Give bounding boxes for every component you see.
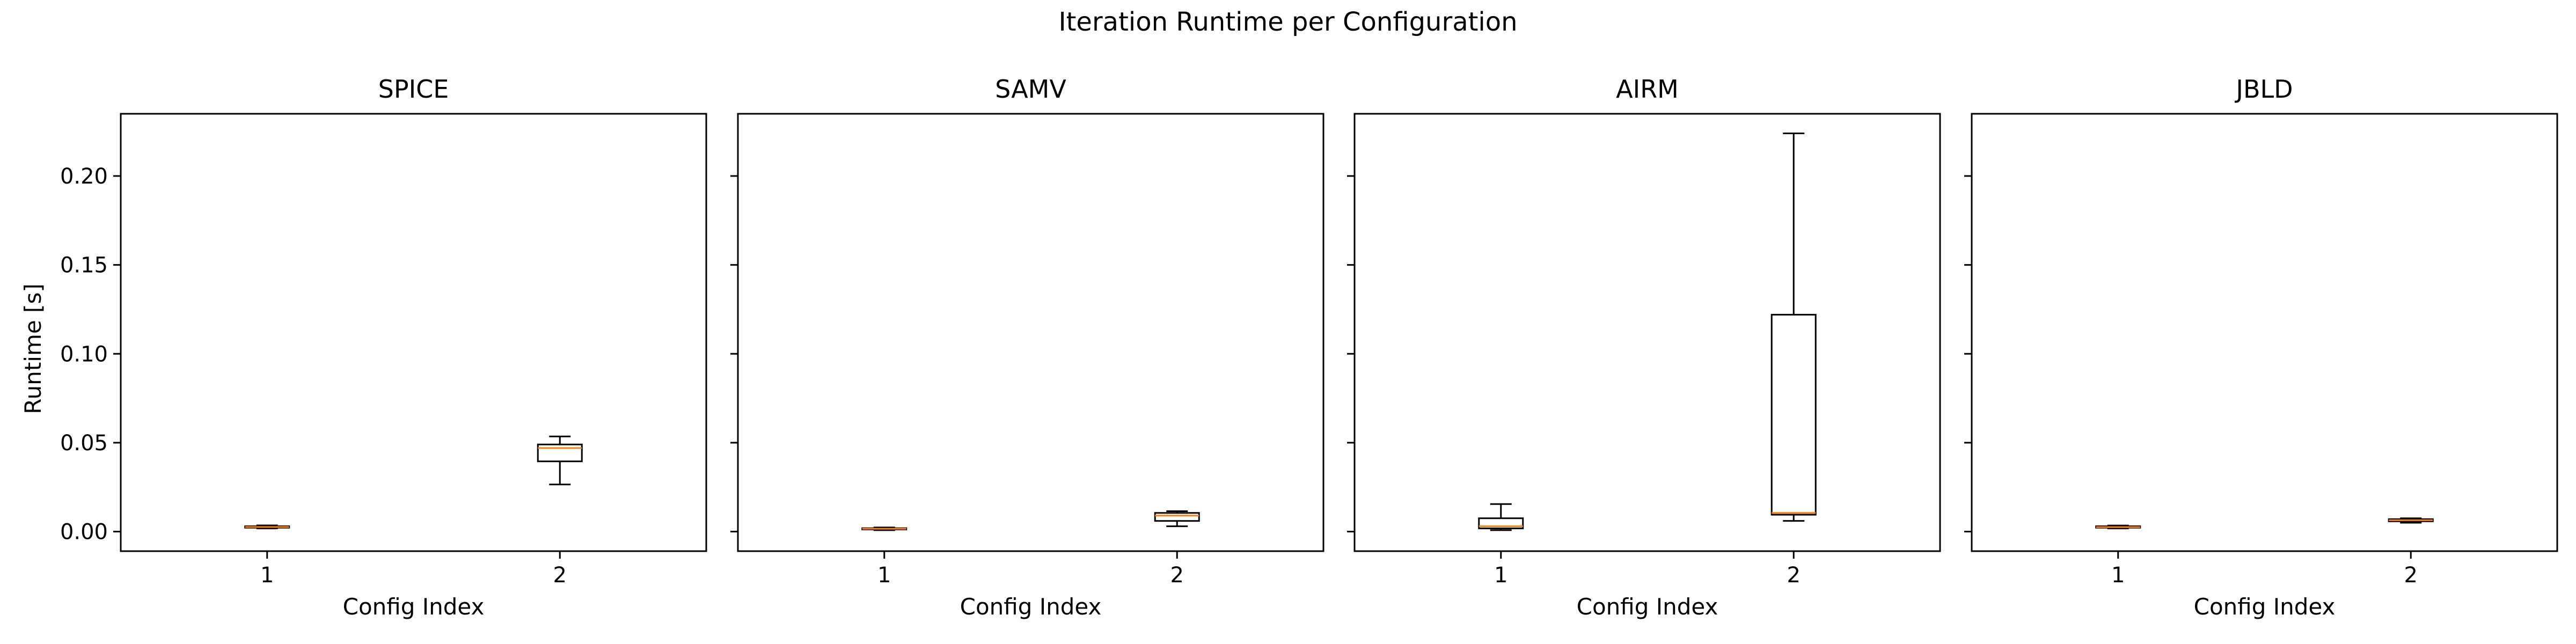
box-2: [537, 435, 583, 486]
x-tick-label: 2: [553, 563, 567, 588]
box-1: [244, 524, 290, 530]
y-tick-label: 0.15: [60, 253, 108, 278]
panel-title: JBLD: [2234, 75, 2293, 104]
y-tick-label: 0.05: [60, 431, 108, 456]
box-2: [2388, 517, 2434, 524]
box-body: [537, 443, 583, 463]
x-tick-label: 2: [2404, 563, 2418, 588]
box-body: [1478, 517, 1524, 530]
panel-title: AIRM: [1616, 75, 1679, 104]
x-axis-label: Config Index: [343, 594, 485, 620]
x-tick-label: 1: [260, 563, 274, 588]
box-body: [1770, 313, 1817, 516]
panel-jbld: JBLD 1 2 Config Index: [1964, 75, 2558, 620]
figure-suptitle: Iteration Runtime per Configuration: [1058, 7, 1517, 37]
panel-spice: SPICE 0.00 0.05 0.10 0.15 0.20 1 2 Config Index: [60, 75, 707, 620]
panel-airm: AIRM 1 2 Config Index: [1347, 75, 1941, 620]
y-tick-label: 0.00: [60, 520, 108, 545]
x-axis-label: Config Index: [960, 594, 1102, 620]
box-2: [1154, 510, 1200, 528]
x-tick-label: 2: [1170, 563, 1184, 588]
axes-frame: [737, 113, 1324, 552]
x-axis-label: Config Index: [1577, 594, 1718, 620]
x-axis-label: Config Index: [2194, 594, 2336, 620]
y-tick-label: 0.10: [60, 342, 108, 367]
x-tick-label: 2: [1787, 563, 1801, 588]
x-tick-label: 1: [1494, 563, 1507, 588]
axes-frame: [120, 113, 707, 552]
box-body: [1154, 512, 1200, 522]
y-axis-label: Runtime [s]: [20, 283, 46, 414]
y-tick-label: 0.20: [60, 164, 108, 189]
box-1: [1478, 503, 1524, 531]
x-tick-label: 1: [877, 563, 891, 588]
box-1: [861, 526, 908, 531]
box-2: [1770, 132, 1817, 522]
x-tick-label: 1: [2111, 563, 2125, 588]
axes-frame: [1353, 113, 1941, 552]
panel-samv: SAMV 1 2 Config Index: [730, 75, 1324, 620]
panel-title: SAMV: [995, 75, 1066, 104]
axes-frame: [1971, 113, 2558, 552]
box-1: [2095, 524, 2141, 530]
panel-title: SPICE: [378, 75, 449, 104]
